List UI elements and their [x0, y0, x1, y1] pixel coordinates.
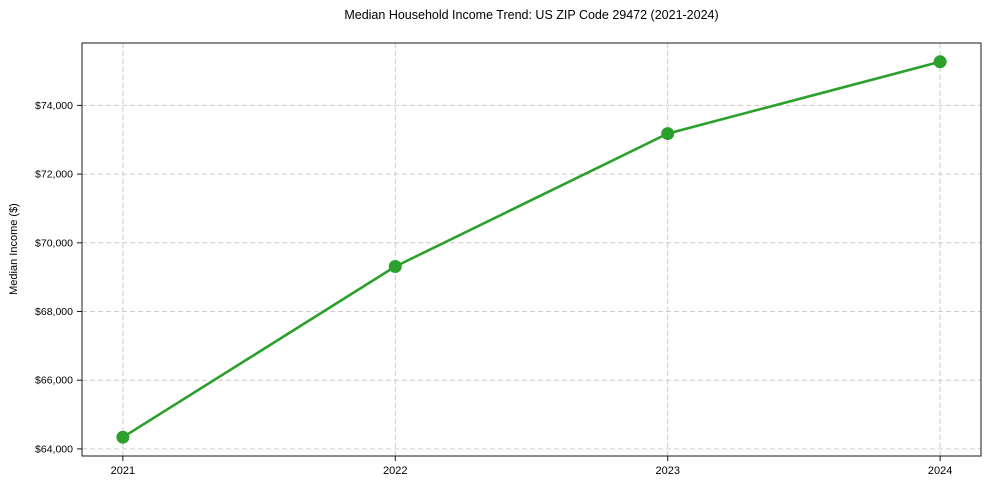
x-tick-label: 2023: [655, 465, 679, 477]
y-tick-label: $68,000: [35, 306, 73, 318]
y-tick-label: $72,000: [35, 169, 73, 181]
y-tick-label: $64,000: [35, 443, 73, 455]
data-point-2021: [116, 430, 130, 444]
x-tick-label: 2024: [928, 465, 952, 477]
data-point-2022: [388, 260, 402, 274]
x-tick-label: 2022: [383, 465, 407, 477]
x-tick-label: 2021: [111, 465, 135, 477]
chart-title: Median Household Income Trend: US ZIP Co…: [344, 8, 719, 22]
y-tick-label: $74,000: [35, 100, 73, 112]
trend-line: [121, 60, 942, 439]
y-tick-label: $70,000: [35, 237, 73, 249]
data-point-2024: [933, 55, 947, 69]
plot-border: [81, 42, 982, 457]
y-tick-label: $66,000: [35, 375, 73, 387]
data-point-2023: [661, 127, 675, 141]
